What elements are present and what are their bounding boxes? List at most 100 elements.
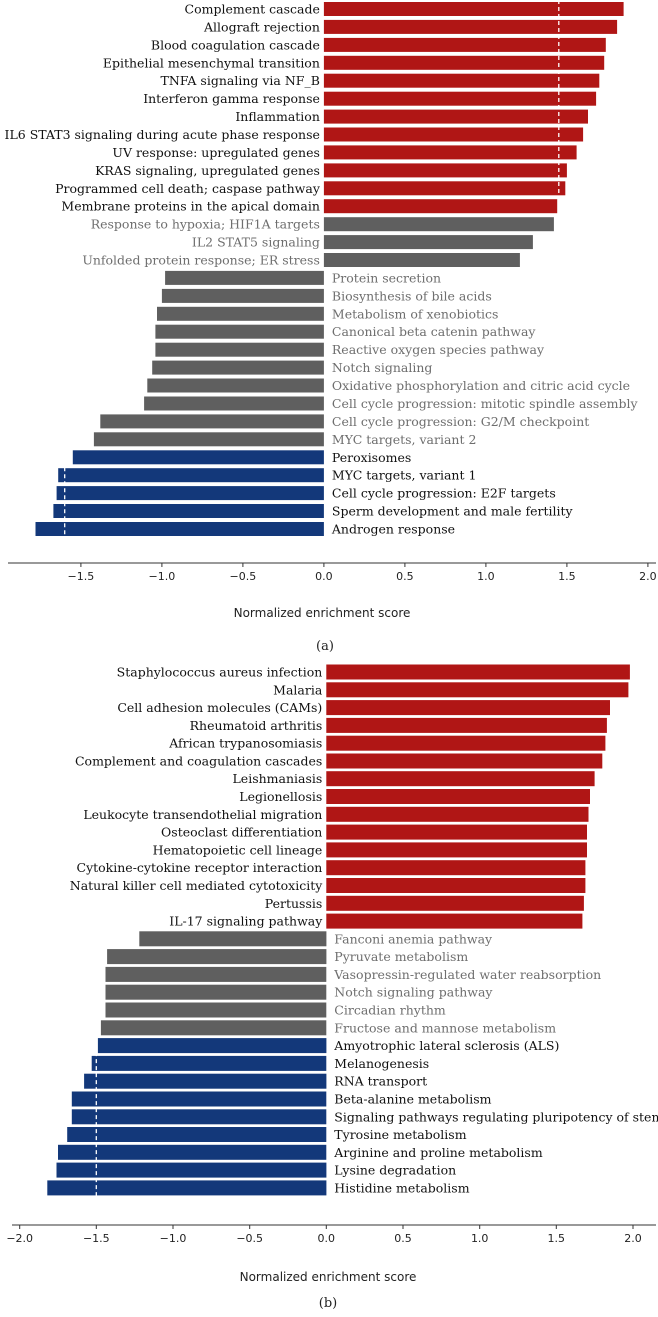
bar-b-leukocyte-transendothelial-migration (326, 806, 589, 822)
bar-b-notch-signaling-pathway (105, 984, 327, 1000)
x-tick-label-a-5: 1.0 (477, 570, 495, 583)
x-tick-label-a-2: −0.5 (230, 570, 257, 583)
label-a-reactive-oxygen-species-pathway: Reactive oxygen species pathway (332, 342, 545, 357)
bar-b-leishmaniasis (326, 771, 595, 787)
bar-a-canonical-beta-catenin-pathway (155, 324, 324, 339)
bar-b-histidine-metabolism (47, 1180, 327, 1196)
label-b-arginine-and-proline-metabolism: Arginine and proline metabolism (333, 1145, 543, 1160)
label-a-cell-cycle-progression-e2f-targets: Cell cycle progression: E2F targets (332, 486, 556, 501)
bar-a-myc-targets-variant-1 (58, 468, 324, 483)
label-b-complement-and-coagulation-cascades: Complement and coagulation cascades (75, 754, 322, 769)
label-b-osteoclast-differentiation: Osteoclast differentiation (161, 825, 322, 840)
bar-b-vasopressin-regulated-water-reabsorption (105, 966, 327, 982)
bar-b-cell-adhesion-molecules-cams (326, 700, 610, 716)
label-b-legionellosis: Legionellosis (239, 789, 322, 804)
label-a-il2-stat5-signaling: IL2 STAT5 signaling (192, 235, 320, 250)
bar-b-rna-transport (84, 1073, 327, 1089)
label-b-histidine-metabolism: Histidine metabolism (334, 1180, 469, 1195)
x-tick-label-b-6: 1.0 (471, 1232, 489, 1245)
label-b-circadian-rhythm: Circadian rhythm (334, 1003, 446, 1018)
label-a-androgen-response: Androgen response (331, 522, 455, 537)
bar-b-signaling-pathways-regulating-pluripotency-of-stem-cells (71, 1109, 327, 1125)
label-a-blood-coagulation-cascade: Blood coagulation cascade (151, 37, 320, 52)
label-b-notch-signaling-pathway: Notch signaling pathway (334, 985, 493, 1000)
label-b-tyrosine-metabolism: Tyrosine metabolism (334, 1127, 466, 1142)
label-a-biosynthesis-of-bile-acids: Biosynthesis of bile acids (332, 288, 492, 303)
label-a-cell-cycle-progression-g2-m-checkpoint: Cell cycle progression: G2/M checkpoint (332, 414, 589, 429)
bar-b-staphylococcus-aureus-infection (326, 664, 630, 680)
label-a-tnfa-signaling-via-nf-b: TNFA signaling via NF_B (161, 73, 320, 88)
bar-b-malaria (326, 682, 629, 698)
bar-a-androgen-response (35, 522, 324, 536)
bar-b-hematopoietic-cell-lineage (326, 842, 587, 858)
panel-a-xlabel: Normalized enrichment score (234, 606, 411, 620)
x-tick-label-b-4: 0.0 (318, 1232, 336, 1245)
bar-a-protein-secretion (165, 270, 324, 285)
bar-a-epithelial-mesenchymal-transition (323, 55, 605, 70)
bar-a-interferon-gamma-response (323, 91, 597, 106)
x-tick-label-a-4: 0.5 (396, 570, 414, 583)
bar-a-notch-signaling (152, 360, 324, 375)
label-b-fanconi-anemia-pathway: Fanconi anemia pathway (334, 931, 493, 946)
x-tick-label-b-5: 0.5 (394, 1232, 412, 1245)
bar-b-tyrosine-metabolism (67, 1127, 327, 1142)
bar-a-kras-signaling-upregulated-genes (323, 163, 567, 178)
label-a-programmed-cell-death-caspase-pathway: Programmed cell death; caspase pathway (55, 181, 321, 196)
label-a-canonical-beta-catenin-pathway: Canonical beta catenin pathway (332, 324, 537, 339)
label-a-oxidative-phosphorylation-and-citric-acid-cycle: Oxidative phosphorylation and citric aci… (332, 378, 630, 393)
bar-b-rheumatoid-arthritis (326, 717, 607, 733)
label-a-response-to-hypoxia-hif1a-targets: Response to hypoxia; HIF1A targets (91, 217, 320, 232)
label-b-leukocyte-transendothelial-migration: Leukocyte transendothelial migration (83, 807, 322, 822)
label-b-vasopressin-regulated-water-reabsorption: Vasopressin-regulated water reabsorption (333, 967, 601, 982)
label-b-rna-transport: RNA transport (334, 1074, 427, 1089)
x-tick-label-a-3: 0.0 (315, 570, 333, 583)
bar-a-blood-coagulation-cascade (323, 37, 606, 52)
bar-a-allograft-rejection (323, 19, 618, 34)
panel-a-chart: Complement cascade Allograft rejection Blo… (5, 0, 657, 583)
bar-b-lysine-degradation (56, 1162, 327, 1178)
x-tick-label-a-6: 1.5 (558, 570, 576, 583)
bar-a-programmed-cell-death-caspase-pathway (323, 181, 566, 196)
panel-b-chart: Staphylococcus aureus infection Malaria Ce… (6, 664, 658, 1245)
bar-a-cell-cycle-progression-mitotic-spindle-assembly (144, 396, 324, 411)
bar-b-arginine-and-proline-metabolism (58, 1144, 327, 1160)
bar-b-melanogenesis (91, 1055, 327, 1071)
label-b-pyruvate-metabolism: Pyruvate metabolism (334, 949, 468, 964)
bar-b-beta-alanine-metabolism (71, 1091, 327, 1107)
label-b-malaria: Malaria (273, 682, 323, 697)
label-b-leishmaniasis: Leishmaniasis (233, 771, 323, 786)
label-a-metabolism-of-xenobiotics: Metabolism of xenobiotics (332, 306, 499, 321)
bar-a-metabolism-of-xenobiotics (157, 306, 324, 321)
bar-b-pyruvate-metabolism (107, 949, 327, 965)
panel-b-caption: (b) (319, 1296, 337, 1311)
label-b-beta-alanine-metabolism: Beta-alanine metabolism (334, 1092, 491, 1107)
label-b-il-17-signaling-pathway: IL-17 signaling pathway (169, 914, 323, 929)
x-tick-label-a-1: −1.0 (149, 570, 176, 583)
label-b-staphylococcus-aureus-infection: Staphylococcus aureus infection (117, 665, 323, 680)
bar-a-il6-stat3-signaling-during-acute-phase-response (323, 127, 584, 142)
label-b-cell-adhesion-molecules-cams: Cell adhesion molecules (CAMs) (117, 700, 322, 715)
label-a-myc-targets-variant-2: MYC targets, variant 2 (332, 432, 477, 447)
x-tick-label-b-1: −1.5 (83, 1232, 110, 1245)
label-a-kras-signaling-upregulated-genes: KRAS signaling, upregulated genes (95, 163, 320, 178)
bar-b-circadian-rhythm (105, 1002, 327, 1018)
label-a-notch-signaling: Notch signaling (332, 360, 432, 375)
bar-b-osteoclast-differentiation (326, 824, 587, 840)
label-a-epithelial-mesenchymal-transition: Epithelial mesenchymal transition (103, 55, 320, 70)
label-a-peroxisomes: Peroxisomes (332, 450, 411, 465)
bar-a-oxidative-phosphorylation-and-citric-acid-cycle (147, 378, 324, 393)
label-a-membrane-proteins-in-the-apical-domain: Membrane proteins in the apical domain (61, 199, 319, 214)
label-a-myc-targets-variant-1: MYC targets, variant 1 (332, 468, 477, 483)
label-a-interferon-gamma-response: Interferon gamma response (143, 91, 320, 106)
bar-b-amyotrophic-lateral-sclerosis-als (97, 1038, 327, 1054)
bar-a-biosynthesis-of-bile-acids (161, 288, 324, 303)
bar-a-il2-stat5-signaling (323, 235, 533, 250)
label-b-rheumatoid-arthritis: Rheumatoid arthritis (190, 718, 323, 733)
label-a-allograft-rejection: Allograft rejection (203, 19, 320, 34)
panel-a-caption: (a) (316, 639, 334, 654)
label-a-sperm-development-and-male-fertility: Sperm development and male fertility (332, 504, 574, 519)
label-b-african-trypanosomiasis: African trypanosomiasis (168, 736, 322, 751)
x-tick-label-b-3: −0.5 (236, 1232, 263, 1245)
label-a-protein-secretion: Protein secretion (332, 270, 441, 285)
x-tick-label-b-8: 2.0 (624, 1232, 642, 1245)
